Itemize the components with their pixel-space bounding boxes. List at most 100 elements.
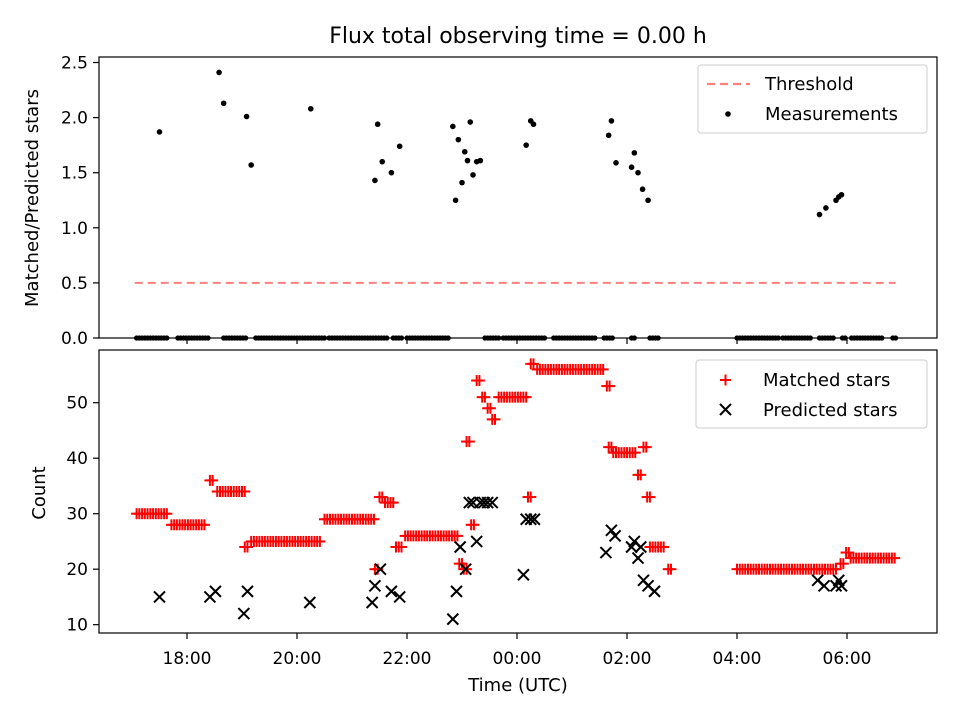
predicted-star-point [153,590,166,604]
measurement-zero-point [445,335,451,341]
matched-star-point [473,375,485,387]
top-y-tick-label: 2.5 [61,54,88,74]
predicted-star-point [470,535,483,548]
predicted-star-point [648,585,661,598]
measurement-zero-point [321,335,328,341]
measurement-point [628,164,635,170]
predicted-star-point [374,562,387,576]
measurements-legend-label: Measurements [765,104,898,125]
measurement-zero-point [541,335,548,341]
measurement-point [635,169,641,176]
predicted-star-point [303,596,317,609]
measurement-zero-point [830,335,836,341]
matched-star-point [484,402,496,414]
matched-star-point [830,563,842,575]
matched-star-point [376,491,388,503]
predicted-star-point [368,579,382,593]
measurement-point [605,132,612,139]
measurement-point [464,157,471,164]
measurement-point [372,177,378,184]
matched-star-point [489,413,501,425]
predicted-star-point [817,579,831,593]
matched-star-point [837,558,849,570]
measurement-zero-point [807,335,813,341]
predicted-star-point [463,496,476,509]
matched-legend-label: Matched stars [763,370,890,391]
measurement-point [631,150,638,156]
measurement-point [823,205,829,211]
predicted-star-point [528,513,541,526]
matched-star-point [198,519,210,531]
measurement-point [838,191,845,198]
matched-star-point [525,491,537,503]
matched-star-point [239,486,251,497]
top-y-tick-label: 2.0 [61,109,88,129]
matched-star-point [468,519,480,531]
predicted-star-point [634,540,647,554]
measurement-zero-point [631,335,637,341]
measurement-zero-point [164,335,170,341]
measurement-point [639,186,646,193]
predicted-star-point [608,529,622,543]
matched-star-point [520,391,532,403]
matched-star-point [644,491,656,503]
matched-star-point [605,441,617,453]
matched-star-point [604,380,616,392]
measurement-point [248,162,254,168]
measurement-point [461,148,468,155]
bottom-plot: 10 20 30 40 50 18:00 20:00 22:00 00:00 02:00 04:00… [29,349,938,696]
matched-star-point [665,563,677,575]
matched-star-point [368,513,380,525]
x-tick-label: 02:00 [603,649,652,669]
bottom-plot-marks [131,358,901,626]
measurement-point [523,142,529,148]
predicted-star-point [524,513,537,526]
predicted-star-point [209,585,222,598]
x-tick-label: 06:00 [823,649,872,669]
top-legend-box [697,64,928,134]
measurement-zero-point [398,335,405,341]
predicted-star-point [446,612,460,626]
measurement-point [645,197,651,204]
predicted-star-point [459,562,472,576]
measurement-point [156,129,163,135]
top-plot: 0.0 0.5 1.0 1.5 2.0 2.5 Matched/Predicted sta… [22,54,938,349]
measurements-legend-swatch [725,111,731,117]
measurement-point [467,119,474,125]
measurement-point [455,136,462,143]
predicted-star-point [453,540,467,554]
matched-star-point [640,441,652,453]
matched-star-point [635,469,647,481]
predicted-star-point [365,596,379,609]
matched-star-point [314,535,326,547]
measurement-zero-point [243,335,249,341]
measurement-point [396,143,403,150]
x-tick-label: 18:00 [163,649,212,669]
matched-legend-swatch [720,374,731,386]
top-y-tick-label: 0.0 [61,329,88,349]
predicted-star-point [835,579,848,593]
measurement-zero-point [775,335,781,341]
top-chart-title: Flux total observing time = 0.00 h [329,24,707,49]
x-tick-label: 00:00 [493,649,542,669]
predicted-star-point [605,524,618,537]
bottom-legend: Matched stars Predicted stars [695,359,928,429]
x-tick-label: 20:00 [273,649,322,669]
top-y-tick-label: 0.5 [61,274,88,294]
top-legend: Threshold Measurements [697,64,928,134]
predicted-star-point [486,496,499,509]
measurement-point [530,121,537,128]
measurement-point [450,123,456,130]
bottom-y-tick-label: 20 [66,560,88,580]
predicted-star-point [450,585,463,598]
matched-star-point [387,497,399,509]
matched-star-point [463,436,475,448]
predicted-star-point [631,551,645,565]
measurement-zero-point [892,335,899,341]
predicted-legend-label: Predicted stars [763,400,897,421]
measurement-point [388,169,395,176]
measurement-zero-point [205,335,211,341]
measurement-zero-point [879,335,885,341]
measurement-point [613,159,619,166]
